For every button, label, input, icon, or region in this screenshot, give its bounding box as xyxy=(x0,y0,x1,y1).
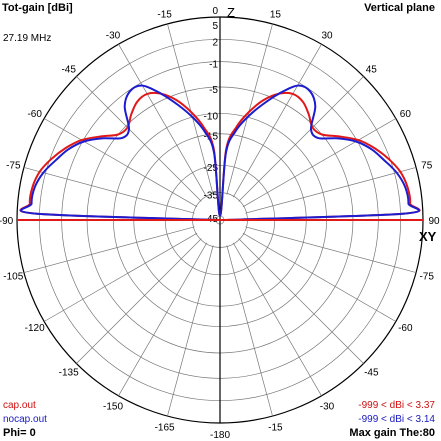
angle-label: -135 xyxy=(59,367,79,378)
chart-subtitle: Vertical plane xyxy=(364,2,435,14)
grid-spoke xyxy=(23,226,195,273)
range-cap: -999 < dBi < 3.37 xyxy=(358,400,435,411)
angle-label: -75 xyxy=(6,161,21,172)
angle-label: 0 xyxy=(212,6,218,17)
radial-tick-label: 2 xyxy=(212,37,218,48)
grid-spoke xyxy=(232,44,322,198)
grid-spoke xyxy=(44,118,198,208)
phi-label: Phi= 0 xyxy=(3,427,36,439)
axis-label-xy: XY xyxy=(419,229,437,244)
radial-tick-label: -10 xyxy=(204,111,219,122)
grid-spoke xyxy=(242,232,396,322)
grid-spoke xyxy=(242,118,396,208)
frequency-label: 27.19 MHz xyxy=(3,33,52,44)
angle-label: -75 xyxy=(419,271,434,282)
angle-label: -90 xyxy=(0,216,14,227)
grid-spoke xyxy=(245,226,417,273)
angle-label: 60 xyxy=(400,109,412,120)
radial-tick-labels: 52-1-5-10-15-25-35-45 xyxy=(204,21,219,225)
angle-label: -30 xyxy=(320,401,335,412)
legend-entry-nocap: nocap.out xyxy=(3,414,47,425)
max-gain-label: Max gain The:80 xyxy=(349,427,435,439)
legend-entry-cap: cap.out xyxy=(3,400,36,411)
angle-label: 90 xyxy=(428,216,440,227)
angle-label: 30 xyxy=(321,31,333,42)
angle-label: -15 xyxy=(157,9,172,20)
grid-spoke xyxy=(238,238,364,364)
angle-label: -165 xyxy=(155,423,175,434)
angle-label: -45 xyxy=(364,367,379,378)
grid-spoke xyxy=(226,23,273,195)
angle-label: -60 xyxy=(398,323,413,334)
grid-spoke xyxy=(245,167,417,214)
angle-tick-labels: 0 15-1530-3045-4560-6075-7590-90-75-105-6… xyxy=(0,6,440,441)
grid-spoke xyxy=(118,242,208,396)
grid-spoke xyxy=(232,242,322,396)
angle-label: -120 xyxy=(25,323,45,334)
trace-nocap xyxy=(19,84,421,221)
radial-tick-label: -35 xyxy=(204,191,219,202)
radial-tick-label: -5 xyxy=(209,85,218,96)
angle-label: -45 xyxy=(61,65,76,76)
grid-spoke xyxy=(44,232,198,322)
angle-label: -180 xyxy=(210,430,230,441)
grid-spoke xyxy=(167,245,214,417)
grid-spoke xyxy=(167,23,214,195)
radial-tick-label: 5 xyxy=(212,21,218,32)
grid-spoke xyxy=(238,76,364,202)
grid-spoke xyxy=(76,238,202,364)
radial-tick-label: -1 xyxy=(209,60,218,71)
radial-tick-label: -25 xyxy=(204,163,219,174)
angle-label: 75 xyxy=(421,161,433,172)
angle-label: 45 xyxy=(366,65,378,76)
angle-label: -105 xyxy=(3,271,23,282)
grid-spoke xyxy=(226,245,273,417)
chart-title: Tot-gain [dBi] xyxy=(2,2,73,14)
angle-label: -30 xyxy=(106,31,121,42)
axis-label-z: Z xyxy=(227,5,235,20)
angle-label: -60 xyxy=(27,109,42,120)
grid-spoke xyxy=(118,44,208,198)
grid-spoke xyxy=(76,76,202,202)
gain-traces xyxy=(17,84,423,221)
range-nocap: -999 < dBi < 3.14 xyxy=(358,414,435,425)
angle-label: 15 xyxy=(270,9,282,20)
angle-label: -150 xyxy=(103,401,123,412)
grid-spoke xyxy=(23,167,195,214)
angle-label: -15 xyxy=(268,423,283,434)
